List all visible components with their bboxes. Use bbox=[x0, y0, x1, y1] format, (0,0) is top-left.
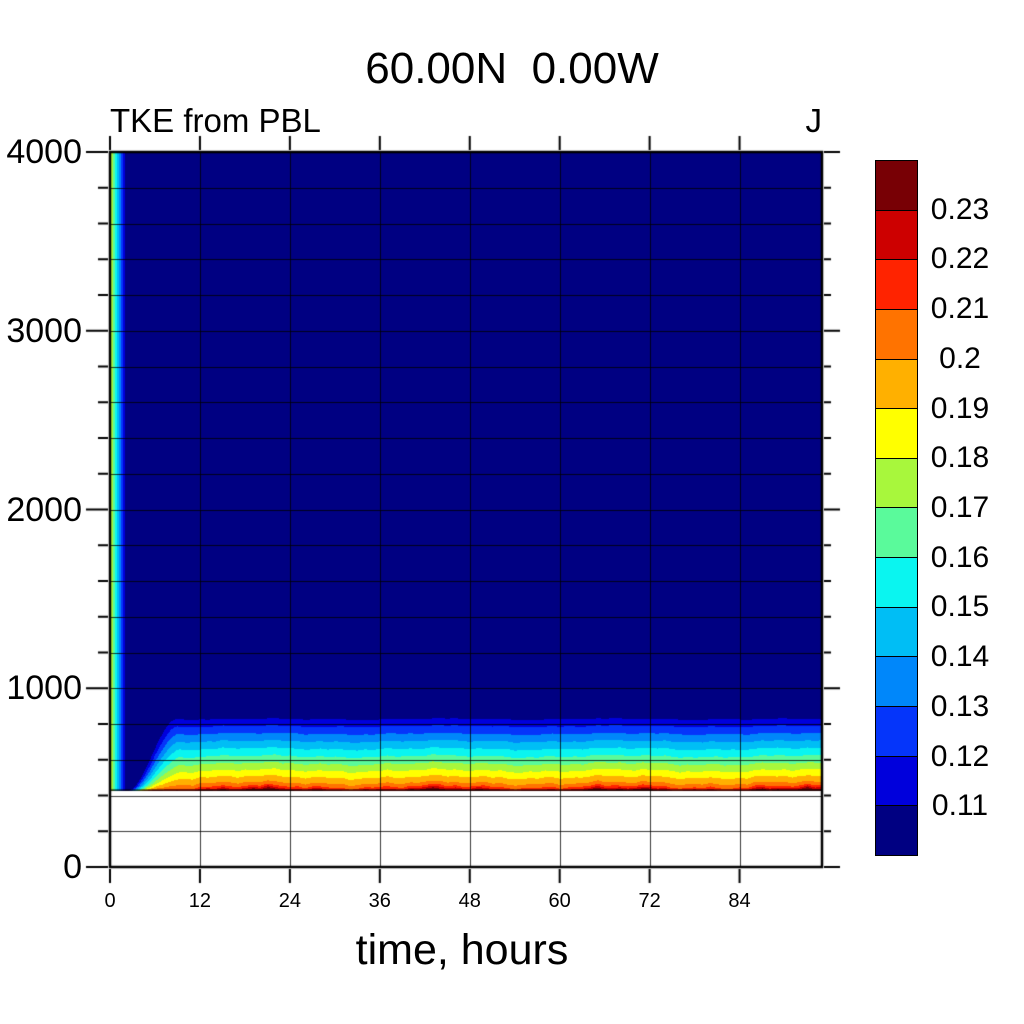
x-tick-label: 60 bbox=[548, 890, 571, 912]
x-axis-title: time, hours bbox=[355, 926, 569, 974]
colorbar-cell bbox=[875, 457, 918, 509]
colorbar bbox=[875, 160, 918, 856]
colorbar-cell bbox=[875, 209, 918, 261]
colorbar-label: 0.16 bbox=[930, 540, 990, 574]
x-tick-label: 72 bbox=[638, 890, 661, 912]
colorbar-cell bbox=[875, 557, 918, 608]
x-tick-label: 84 bbox=[728, 890, 751, 912]
colorbar-cell bbox=[875, 160, 918, 211]
colorbar-cell bbox=[875, 656, 918, 708]
colorbar-label: 0.11 bbox=[931, 789, 989, 823]
y-tick-label: 0 bbox=[63, 848, 82, 886]
colorbar-cell bbox=[875, 606, 918, 658]
colorbar-label: 0.12 bbox=[930, 739, 990, 773]
x-tick-label: 36 bbox=[368, 890, 391, 912]
colorbar-label: 0.23 bbox=[930, 192, 990, 226]
x-tick-label: 48 bbox=[458, 890, 481, 912]
colorbar-label: 0.18 bbox=[930, 441, 990, 475]
y-tick-label: 2000 bbox=[6, 490, 82, 529]
colorbar-label: 0.21 bbox=[930, 292, 990, 326]
colorbar-cell bbox=[875, 507, 918, 559]
y-tick-label: 3000 bbox=[6, 311, 82, 350]
plot-title: 60.00N 0.00W bbox=[365, 44, 659, 93]
variable-name-label: TKE from PBL bbox=[110, 102, 321, 139]
x-tick-label: 12 bbox=[188, 890, 212, 912]
colorbar-cell bbox=[875, 408, 918, 459]
colorbar-label: 0.22 bbox=[930, 242, 990, 276]
colorbar-cell bbox=[875, 805, 918, 856]
x-tick-label: 24 bbox=[278, 890, 301, 912]
colorbar-label: 0.2 bbox=[939, 341, 981, 375]
colorbar-label: 0.17 bbox=[930, 491, 990, 524]
colorbar-cell bbox=[875, 308, 918, 360]
colorbar-cell bbox=[875, 755, 918, 807]
y-tick-label: 4000 bbox=[6, 133, 82, 171]
colorbar-cell bbox=[875, 358, 918, 410]
colorbar-label: 0.19 bbox=[930, 391, 990, 425]
colorbar-cell bbox=[875, 259, 918, 310]
y-tick-label: 1000 bbox=[6, 669, 82, 708]
x-tick-label: 0 bbox=[104, 890, 116, 912]
colorbar-cell bbox=[875, 706, 918, 757]
colorbar-label: 0.13 bbox=[930, 689, 990, 723]
colorbar-label: 0.14 bbox=[930, 640, 990, 674]
units-label: J bbox=[805, 102, 823, 139]
colorbar-label: 0.15 bbox=[930, 590, 990, 624]
